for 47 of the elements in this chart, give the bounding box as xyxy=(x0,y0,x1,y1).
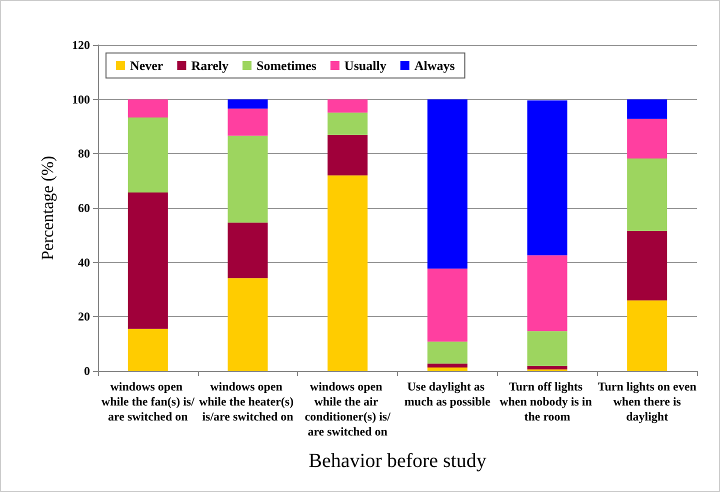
legend-label: Rarely xyxy=(191,58,230,73)
bar xyxy=(527,255,568,332)
bar xyxy=(328,99,368,113)
bar xyxy=(627,99,668,119)
bar xyxy=(228,136,268,223)
bar xyxy=(627,230,668,300)
bar xyxy=(427,367,468,371)
bar xyxy=(427,342,468,364)
legend-label: Usually xyxy=(344,58,387,73)
bar xyxy=(228,278,268,371)
bar xyxy=(527,366,568,370)
bar xyxy=(328,112,368,135)
bar xyxy=(427,99,468,269)
bar xyxy=(627,158,668,231)
bar xyxy=(427,268,468,342)
bar xyxy=(128,99,168,118)
bar xyxy=(427,364,468,368)
x-axis-title: Behavior before study xyxy=(308,450,486,472)
legend-label: Always xyxy=(414,58,455,73)
y-tick-label: 60 xyxy=(78,201,90,215)
y-axis-title: Percentage (%) xyxy=(38,156,57,260)
y-tick-label: 0 xyxy=(84,364,90,378)
bar xyxy=(527,331,568,366)
y-tick-label: 40 xyxy=(78,255,90,270)
bar xyxy=(627,300,668,371)
x-tick-label: windows open while the air conditioner(s) is/are switched on xyxy=(304,380,392,438)
bar xyxy=(128,118,168,193)
x-tick-label: windows open while the fan(s) is/are switched on xyxy=(101,380,196,424)
y-tick-label: 100 xyxy=(72,92,90,106)
legend-label: Sometimes xyxy=(256,58,316,73)
bar xyxy=(128,192,168,329)
y-tick-label: 20 xyxy=(78,310,90,324)
x-tick-label: Turn off lights when nobody is in the room xyxy=(500,380,595,424)
bar xyxy=(128,328,168,371)
bar xyxy=(328,175,368,371)
y-tick-label: 80 xyxy=(78,146,90,161)
bar xyxy=(228,222,268,278)
x-tick-label: Turn lights on even when there is daylight xyxy=(598,380,697,424)
bar xyxy=(527,100,568,256)
x-tick-label: Use daylight as much as possible xyxy=(404,380,492,408)
x-tick-label: windows open while the heater(s) is/are switched on xyxy=(198,380,297,424)
bar xyxy=(228,108,268,136)
legend-label: Never xyxy=(130,58,164,73)
bar xyxy=(627,118,668,159)
bar xyxy=(328,134,368,176)
bar xyxy=(228,99,268,109)
y-tick-label: 120 xyxy=(72,38,90,52)
